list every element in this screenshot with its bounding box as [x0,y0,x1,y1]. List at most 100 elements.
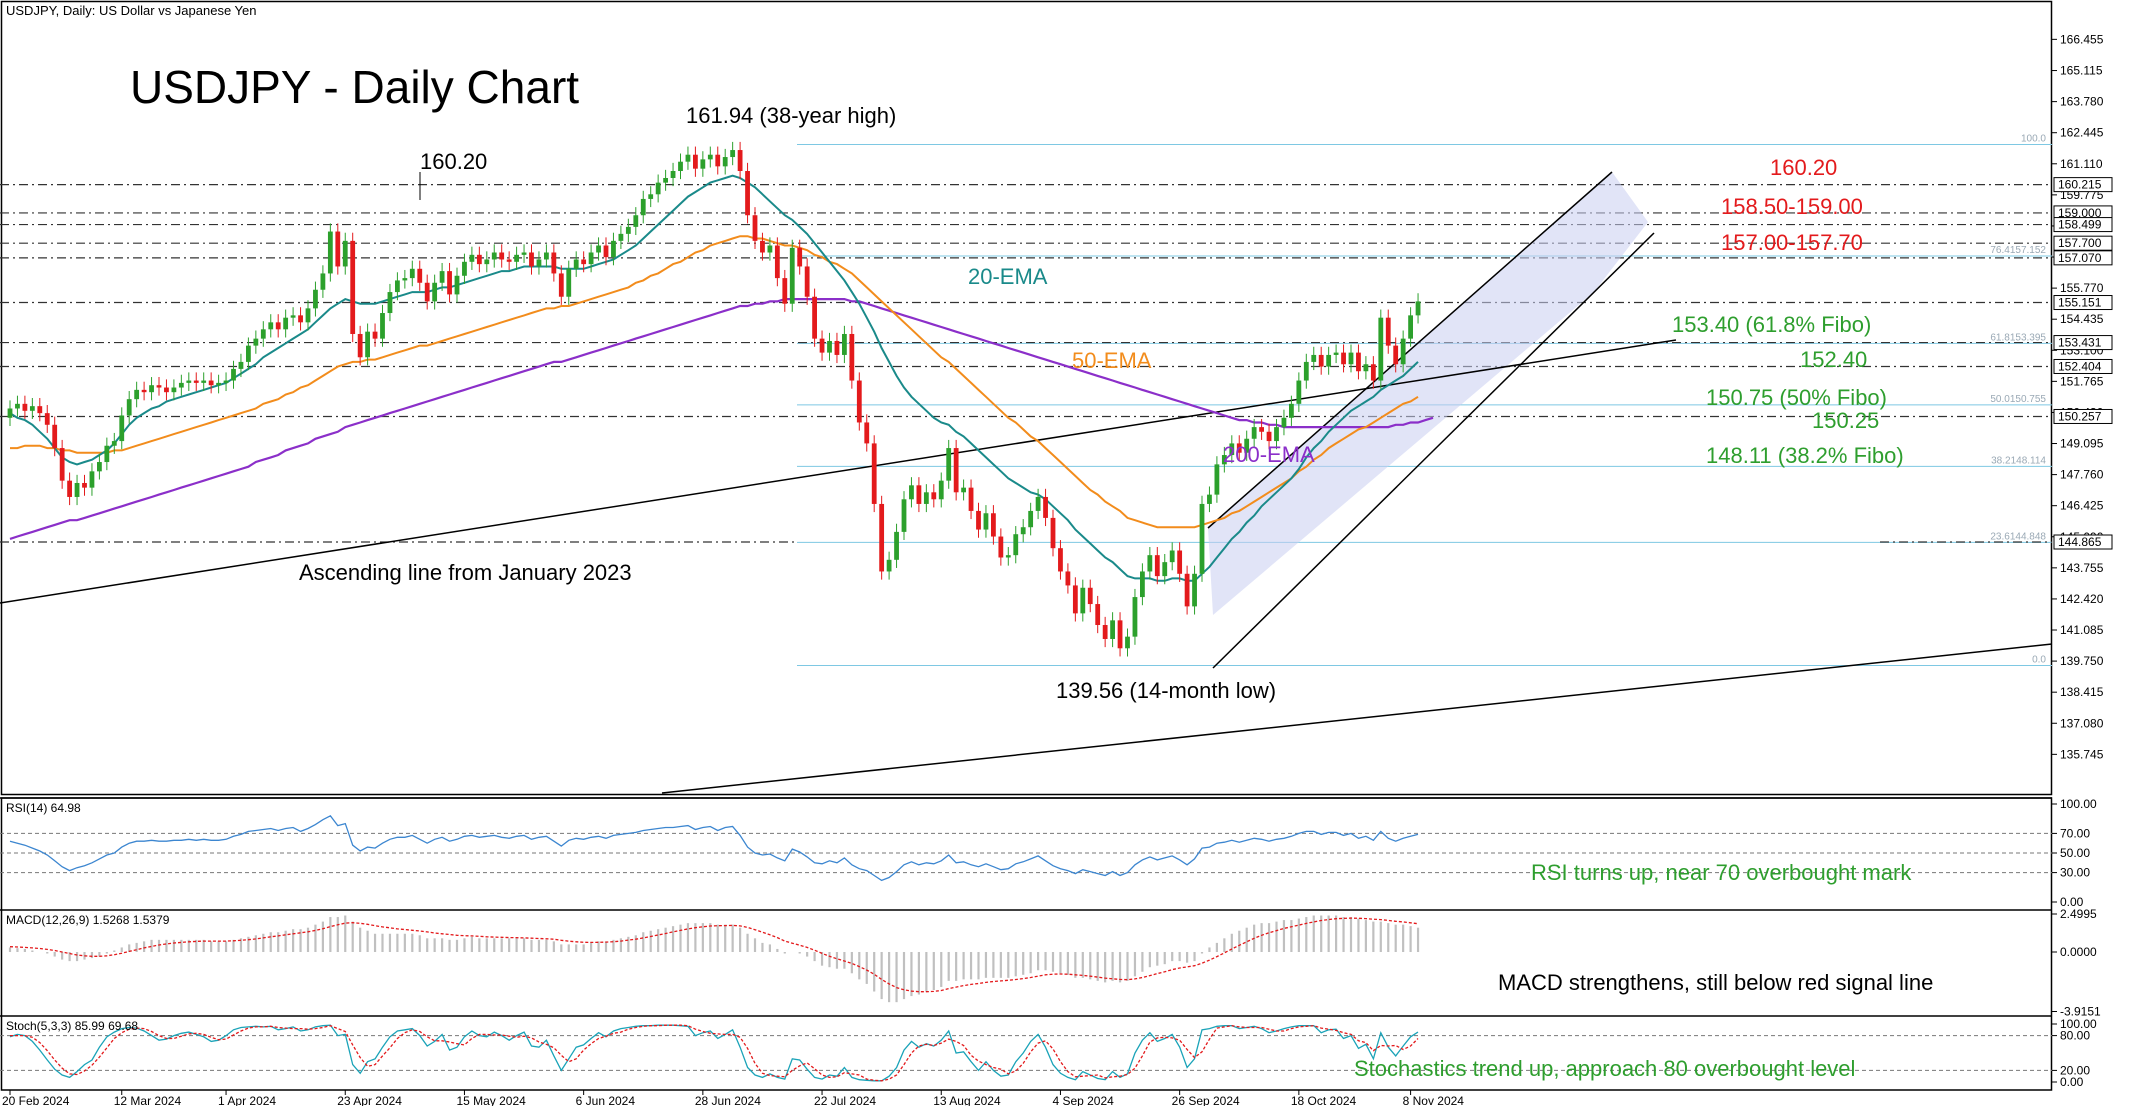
candle-body-150 [1125,636,1130,649]
candle-78 [588,244,594,273]
candle-22 [171,379,177,401]
fibo-label-4: 38.2148.114 [1991,455,2046,466]
candle-body-149 [1117,620,1123,649]
rsi-panel: 100.00 70.00 50.00 30.00 0.00 [0,797,2097,909]
candle-6 [52,416,58,457]
price-tick-label-19: 141.085 [2060,623,2104,637]
date-label-3: 23 Apr 2024 [337,1094,402,1106]
candle-body-146 [1095,604,1101,626]
candle-body-38 [290,315,296,318]
candle-body-52 [395,280,400,293]
candle-body-2 [22,403,28,411]
candle-121 [909,477,914,508]
date-label-12: 8 Nov 2024 [1403,1094,1465,1106]
candle-body-37 [283,317,289,330]
candle-148 [1110,612,1115,648]
candle-body-5 [44,413,50,425]
candle-body-135 [1013,534,1019,556]
candle-body-27 [208,380,214,386]
candle-body-116 [871,443,877,504]
candle-body-129 [968,487,974,511]
candle-body-144 [1080,587,1086,614]
candle-body-93 [700,159,706,169]
price-tick-label-9: 154.435 [2060,312,2104,326]
candle-body-165 [1236,443,1242,453]
candle-67 [506,251,512,270]
candle-17 [134,381,140,408]
level-box-label-0: 160.215 [2058,178,2102,192]
candle-body-28 [216,382,221,386]
candle-123 [923,484,929,513]
candle-174 [1303,353,1309,389]
candle-117 [879,495,885,580]
candle-112 [842,325,847,364]
chart-caption: USDJPY, Daily: US Dollar vs Japanese Yen [6,3,257,18]
candle-body-4 [37,406,43,414]
label-support-150-25: 150.25 [1812,408,1879,433]
candle-body-185 [1385,317,1391,346]
candle-15 [119,407,125,450]
macd-tick-label-2: -3.9151 [2060,1005,2101,1019]
candle-body-71 [536,259,542,267]
candle-body-39 [298,315,303,323]
candle-body-90 [678,161,683,172]
label-support-150-75: 150.75 (50% Fibo) [1706,385,1887,410]
candle-39 [298,307,303,331]
candle-177 [1326,346,1332,375]
candle-body-31 [238,361,244,369]
candle-body-102 [767,245,773,253]
candle-24 [186,372,192,392]
candle-27 [208,372,214,394]
candle-body-132 [991,513,996,537]
candle-16 [126,391,132,424]
level-box-label-2: 158.499 [2058,218,2102,232]
channel-upper-line [1207,171,1613,529]
candle-64 [484,251,490,273]
candle-98 [737,141,743,180]
candle-body-173 [1296,380,1302,404]
candle-body-148 [1110,620,1115,639]
candle-body-162 [1214,464,1220,495]
date-axis: 20 Feb 2024 12 Mar 2024 1 Apr 2024 23 Apr 2… [2,1090,1465,1108]
candle-140 [1050,509,1056,557]
candle-153 [1147,547,1153,580]
candle-14 [111,432,117,454]
candle-82 [618,225,624,250]
candle-31 [238,353,244,378]
candle-body-74 [558,273,564,297]
candle-139 [1043,488,1048,527]
candle-94 [707,146,713,168]
candle-body-158 [1184,573,1190,607]
level-box-label-1: 159.000 [2058,206,2102,220]
price-tick-label-21: 138.415 [2060,685,2104,699]
fibo-label-3: 50.0150.755 [1990,394,2046,405]
candle-80 [603,237,609,266]
candle-41 [313,281,318,317]
candle-body-152 [1140,571,1145,598]
candle-119 [894,523,899,568]
candle-171 [1281,409,1287,436]
stoch-main-line [9,1024,1419,1082]
candle-body-180 [1348,352,1354,365]
candle-body-43 [327,231,333,274]
candle-body-189 [1415,301,1421,316]
candle-body-182 [1363,364,1369,372]
level-box-label-9: 144.865 [2058,535,2102,549]
candle-100 [752,207,758,250]
candle-body-88 [663,177,668,183]
rsi-tick-label-2: 50.00 [2060,846,2090,860]
candle-body-95 [715,154,721,167]
candle-96 [722,148,728,175]
candle-body-81 [611,240,616,258]
candle-body-154 [1154,555,1160,577]
candle-142 [1065,563,1071,594]
candle-body-186 [1393,345,1399,365]
candle-body-64 [484,259,490,265]
date-label-1: 12 Mar 2024 [114,1094,182,1106]
rsi-line [9,814,1419,882]
candle-body-168 [1259,427,1264,432]
candle-189 [1415,293,1421,324]
candle-body-114 [856,380,862,423]
candle-115 [864,414,870,452]
candle-body-6 [52,424,58,449]
